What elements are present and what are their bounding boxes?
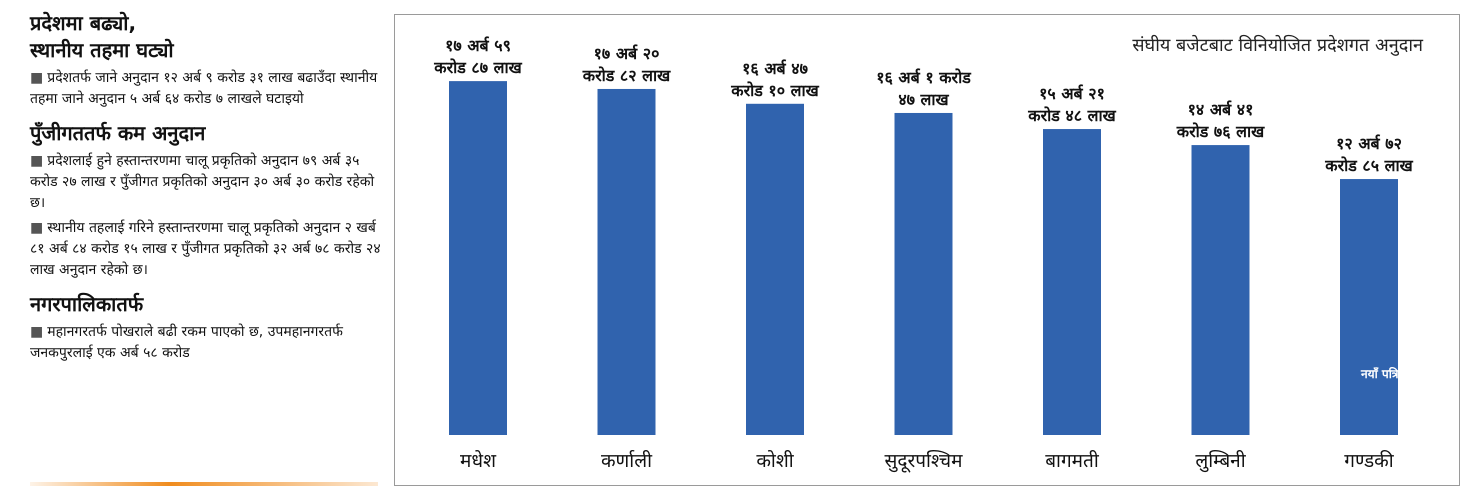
data-label-1-line-1: करोड ८२ लाख: [582, 66, 671, 85]
paragraph-2-text: प्रदेशलाई हुने हस्तान्तरणमा चालू प्रकृति…: [30, 153, 375, 211]
bullet-icon: ■: [30, 324, 44, 340]
data-label-3-line-0: १६ अर्ब १ करोड: [876, 68, 972, 87]
data-label-3-line-1: ४७ लाख: [898, 90, 949, 109]
category-label-1: कर्णाली: [601, 449, 653, 472]
data-label-0-line-0: १७ अर्ब ५९: [445, 36, 511, 55]
data-label-2-line-1: करोड १० लाख: [730, 81, 819, 100]
subheading-capital: पुँजीगततर्फ कम अनुदान: [30, 121, 206, 145]
accent-rule: [30, 482, 378, 486]
data-label-1-line-0: १७ अर्ब २०: [594, 44, 660, 63]
subheading-municipal: नगरपालिकातर्फ: [30, 292, 144, 316]
bar-0: [449, 81, 507, 435]
paragraph-3: ■ स्थानीय तहलाई गरिने हस्तान्तरणमा चालू प…: [30, 218, 382, 281]
category-label-3: सुदूरपश्चिम: [885, 449, 964, 473]
category-label-4: बागमती: [1045, 449, 1100, 472]
sidebar: प्रदेशमा बढ्यो, स्थानीय तहमा घट्यो ■ प्रद…: [30, 10, 382, 488]
bar-3: [894, 112, 953, 435]
bar-chart: १७ अर्ब ५९ करोड ८७ लाख मधेश १७ अर्ब २० करोड …: [433, 36, 1413, 473]
data-label-5-line-0: १४ अर्ब ४१: [1188, 100, 1254, 119]
paragraph-4: ■ महानगरतर्फ पोखराले बढी रकम पाएको छ, उपम…: [30, 322, 382, 364]
data-label-0-line-1: करोड ८७ लाख: [433, 58, 522, 77]
data-label-2-line-0: १६ अर्ब ४७: [742, 59, 808, 78]
category-label-0: मधेश: [460, 449, 497, 472]
headline-line-2: स्थानीय तहमा घट्यो: [30, 38, 174, 62]
watermark: नयाँ पत्रिका: [1361, 367, 1411, 381]
chart-panel: संघीय बजेटबाट विनियोजित प्रदेशगत अनुदान …: [394, 14, 1460, 486]
bar-2: [746, 103, 804, 435]
data-label-6-line-1: करोड ८५ लाख: [1324, 156, 1413, 175]
bar-1: [597, 88, 656, 435]
paragraph-2: ■ प्रदेशलाई हुने हस्तान्तरणमा चालू प्रकृत…: [30, 151, 382, 214]
bullet-icon: ■: [30, 153, 44, 169]
category-label-2: कोशी: [756, 449, 794, 472]
bar-6: [1340, 179, 1398, 435]
bullet-icon: ■: [30, 70, 44, 86]
bar-4: [1043, 129, 1101, 435]
bullet-icon: ■: [30, 220, 44, 236]
category-label-5: लुम्बिनी: [1195, 449, 1246, 473]
chart-title: संघीय बजेटबाट विनियोजित प्रदेशगत अनुदान: [1132, 35, 1423, 56]
category-label-6: गण्डकी: [1344, 449, 1394, 472]
paragraph-3-text: स्थानीय तहलाई गरिने हस्तान्तरणमा चालू प्…: [30, 220, 381, 278]
paragraph-1-text: प्रदेशतर्फ जाने अनुदान १२ अर्ब ९ करोड ३१…: [30, 70, 378, 107]
data-label-4-line-1: करोड ४८ लाख: [1027, 106, 1116, 125]
data-label-4-line-0: १५ अर्ब २१: [1039, 84, 1105, 103]
paragraph-4-text: महानगरतर्फ पोखराले बढी रकम पाएको छ, उपमह…: [30, 324, 343, 361]
paragraph-1: ■ प्रदेशतर्फ जाने अनुदान १२ अर्ब ९ करोड ३…: [30, 68, 382, 110]
data-label-6-line-0: १२ अर्ब ७२: [1336, 134, 1402, 153]
headline-line-1: प्रदेशमा बढ्यो,: [30, 11, 137, 35]
data-label-5-line-1: करोड ७६ लाख: [1176, 122, 1265, 141]
bar-5: [1191, 145, 1250, 435]
